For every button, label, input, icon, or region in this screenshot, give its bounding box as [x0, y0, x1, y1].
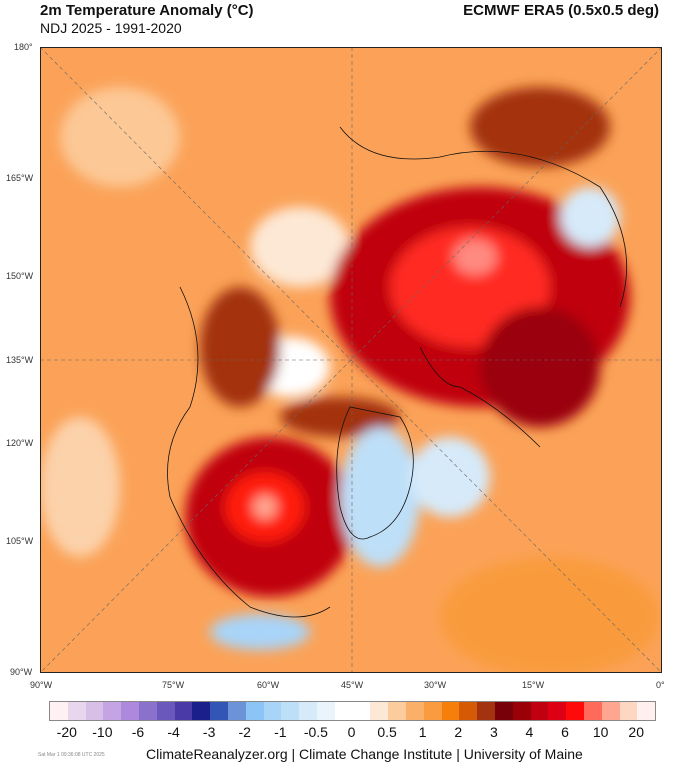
- colorbar-label: -3: [202, 724, 216, 740]
- lon-label: 30°W: [424, 680, 447, 690]
- colorbar-swatch: [50, 702, 68, 720]
- colorbar-label: -0.5: [303, 724, 328, 740]
- colorbar-label: -20: [56, 724, 77, 740]
- colorbar-swatch: [637, 702, 656, 720]
- colorbar-swatch: [530, 702, 549, 720]
- anomaly-field: [40, 87, 660, 673]
- colorbar-swatch: [619, 702, 638, 720]
- colorbar-swatch: [388, 702, 406, 720]
- colorbar-swatch: [192, 702, 211, 720]
- colorbar-swatch: [227, 702, 246, 720]
- colorbar-swatch: [477, 702, 495, 720]
- colorbar-swatch: [334, 702, 353, 720]
- map-frame: [40, 47, 662, 673]
- lon-label: 75°W: [162, 680, 185, 690]
- lon-label: 60°W: [257, 680, 280, 690]
- colorbar-swatch: [352, 702, 371, 720]
- colorbar-label: 0: [347, 724, 356, 740]
- lon-label: 180°: [14, 42, 33, 52]
- lon-label: 135°W: [6, 355, 34, 365]
- colorbar-swatch: [263, 702, 282, 720]
- colorbar-swatch: [405, 702, 424, 720]
- colorbar-label: 0.5: [377, 724, 397, 740]
- colorbar-label: -1: [274, 724, 287, 740]
- anomaly-map[interactable]: [40, 47, 662, 673]
- lon-label: 90°W: [30, 680, 53, 690]
- data-source: ECMWF ERA5 (0.5x0.5 deg): [463, 2, 659, 19]
- colorbar-swatch: [566, 702, 584, 720]
- map-title: 2m Temperature Anomaly (°C): [40, 2, 254, 19]
- footer-credit: ClimateReanalyzer.org | Climate Change I…: [146, 746, 583, 762]
- colorbar-swatch: [601, 702, 620, 720]
- lon-label: 90°W: [10, 667, 33, 677]
- colorbar-label: -2: [238, 724, 251, 740]
- colorbar-swatch: [103, 702, 122, 720]
- colorbar-swatch: [370, 702, 389, 720]
- colorbar-label: 4: [525, 724, 534, 740]
- colorbar-label: 3: [489, 724, 498, 740]
- colorbar-swatch: [138, 702, 157, 720]
- colorbar-label: 2: [454, 724, 463, 740]
- lon-label: 105°W: [6, 536, 34, 546]
- coastlines: [167, 126, 628, 618]
- lon-label: 15°W: [522, 680, 545, 690]
- colorbar-swatch: [210, 702, 228, 720]
- colorbar-swatch: [423, 702, 442, 720]
- lon-label: 45°W: [341, 680, 364, 690]
- colorbar-label: -4: [167, 724, 180, 740]
- colorbar-swatch: [299, 702, 317, 720]
- colorbar-swatch: [67, 702, 86, 720]
- colorbar-swatch: [156, 702, 175, 720]
- colorbar-swatch: [316, 702, 335, 720]
- colorbar-swatch: [121, 702, 139, 720]
- colorbar-swatch: [85, 702, 104, 720]
- timestamp: Sat Mar 1 09:36:08 UTC 2025: [38, 752, 105, 758]
- lon-label: 0°: [656, 680, 665, 690]
- colorbar-label: -10: [92, 724, 113, 740]
- colorbar-swatch: [245, 702, 264, 720]
- colorbar-label: -6: [131, 724, 145, 740]
- graticule: [40, 47, 662, 673]
- colorbar-swatch: [512, 702, 531, 720]
- colorbar-swatch: [494, 702, 513, 720]
- map-subtitle: NDJ 2025 - 1991-2020: [40, 20, 182, 36]
- colorbar-swatch: [459, 702, 478, 720]
- colorbar-label: 1: [418, 724, 427, 740]
- colorbar-swatch: [281, 702, 300, 720]
- colorbar-swatch: [583, 702, 602, 720]
- lon-label: 165°W: [6, 173, 34, 183]
- colorbar-label: 20: [628, 724, 644, 740]
- colorbar-swatch: [441, 702, 460, 720]
- lon-label: 150°W: [6, 271, 34, 281]
- colorbar-swatch: [174, 702, 193, 720]
- colorbar: [49, 701, 656, 721]
- lon-label: 120°W: [6, 438, 34, 448]
- colorbar-label: 6: [561, 724, 569, 740]
- colorbar-label: 10: [592, 724, 609, 740]
- colorbar-swatch: [548, 702, 567, 720]
